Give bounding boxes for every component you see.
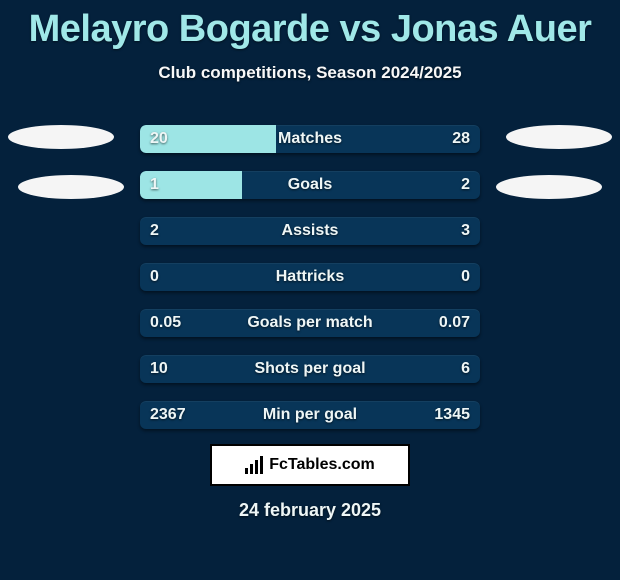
comparison-bars: 2028Matches 12Goals 23Assists 00Hattricks 0.…	[140, 125, 480, 447]
stat-row: 23671345Min per goal	[140, 401, 480, 429]
date-stamp: 24 february 2025	[0, 500, 620, 521]
stat-row: 12Goals	[140, 171, 480, 199]
stat-row: 106Shots per goal	[140, 355, 480, 383]
stat-label: Shots per goal	[140, 355, 480, 383]
player-left-badge-1	[8, 125, 114, 149]
stat-label: Assists	[140, 217, 480, 245]
player-right-badge-2	[496, 175, 602, 199]
source-logo: FcTables.com	[210, 444, 410, 486]
player-right-badge-1	[506, 125, 612, 149]
stat-row: 2028Matches	[140, 125, 480, 153]
stat-label: Hattricks	[140, 263, 480, 291]
stat-label: Goals per match	[140, 309, 480, 337]
stat-row: 0.050.07Goals per match	[140, 309, 480, 337]
stat-label: Goals	[140, 171, 480, 199]
source-logo-text: FcTables.com	[269, 456, 375, 474]
player-left-badge-2	[18, 175, 124, 199]
page-title: Melayro Bogarde vs Jonas Auer	[0, 0, 620, 51]
stat-label: Matches	[140, 125, 480, 153]
stat-row: 23Assists	[140, 217, 480, 245]
stat-row: 00Hattricks	[140, 263, 480, 291]
stat-label: Min per goal	[140, 401, 480, 429]
bar-chart-icon	[245, 456, 263, 474]
subtitle: Club competitions, Season 2024/2025	[0, 63, 620, 83]
